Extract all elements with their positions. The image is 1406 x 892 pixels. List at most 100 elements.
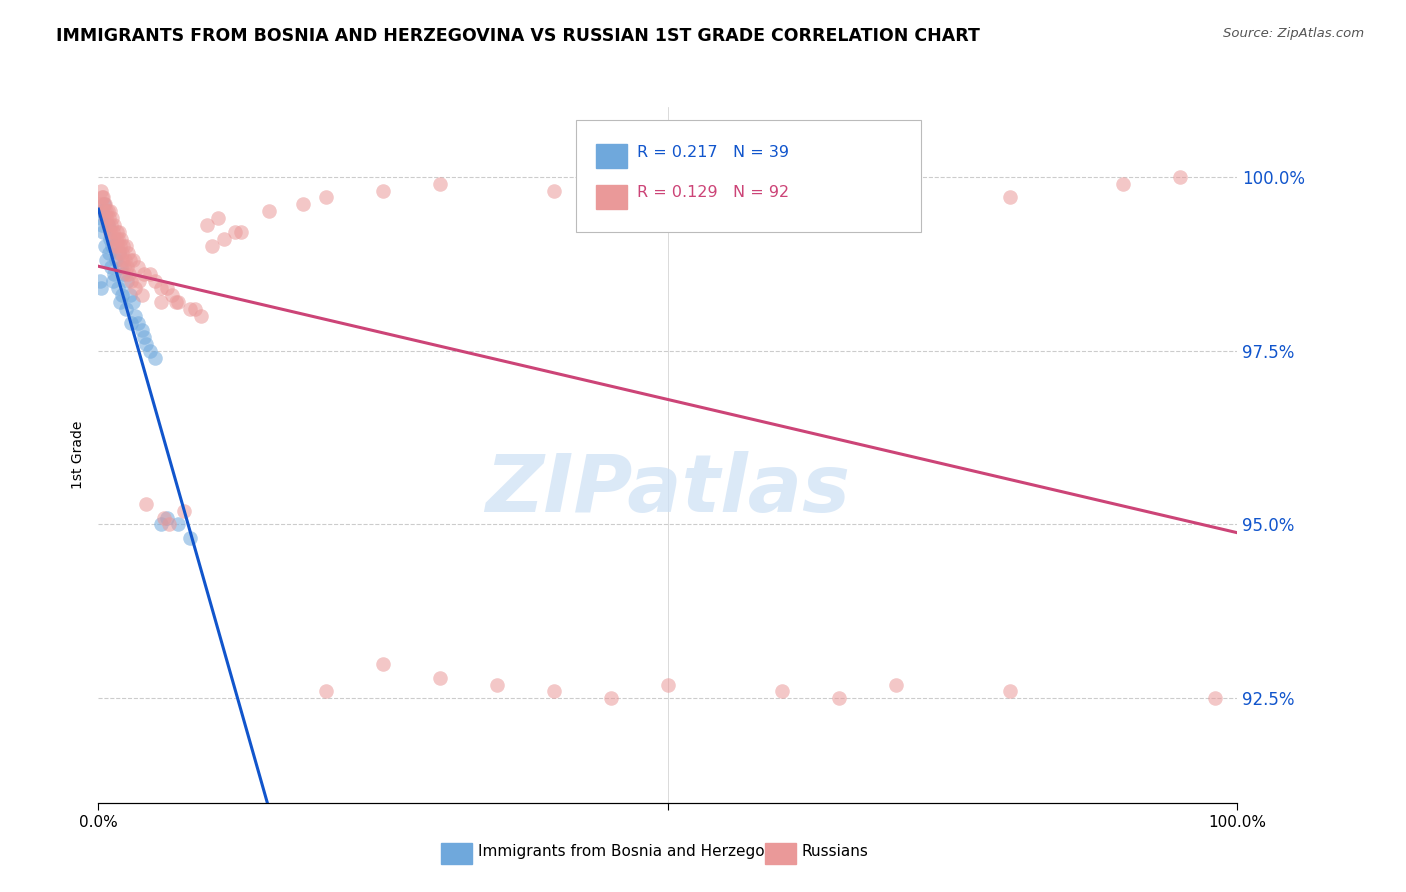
Point	[96, 219, 118, 233]
Point	[105, 225, 128, 239]
Point	[224, 225, 246, 239]
Point	[190, 309, 212, 323]
Point	[259, 204, 281, 219]
Point	[138, 267, 160, 281]
Point	[96, 204, 118, 219]
Text: Russians: Russians	[801, 844, 869, 859]
Point	[103, 274, 125, 288]
Point	[93, 197, 115, 211]
Point	[132, 267, 155, 281]
Point	[124, 281, 146, 295]
Point	[93, 204, 115, 219]
Point	[94, 197, 117, 211]
Point	[131, 288, 153, 302]
Point	[107, 281, 129, 295]
Point	[315, 190, 337, 204]
Point	[1170, 169, 1192, 184]
Point	[91, 190, 114, 204]
Text: ZIPatlas: ZIPatlas	[485, 450, 851, 529]
Point	[150, 517, 173, 532]
Point	[714, 177, 737, 191]
Point	[90, 197, 112, 211]
Point	[100, 260, 122, 274]
Point	[108, 239, 131, 253]
Point	[101, 232, 124, 246]
Point	[167, 294, 190, 309]
Point	[138, 343, 160, 358]
Point	[115, 274, 138, 288]
Point	[100, 219, 122, 233]
Point	[103, 219, 125, 233]
Point	[998, 190, 1021, 204]
Point	[90, 211, 112, 226]
Point	[93, 197, 115, 211]
Point	[115, 267, 138, 281]
Point	[1112, 177, 1135, 191]
Point	[101, 239, 124, 253]
Point	[94, 211, 117, 226]
Point	[103, 225, 125, 239]
Point	[98, 204, 121, 219]
Point	[90, 219, 112, 233]
Point	[165, 294, 187, 309]
Point	[486, 677, 509, 691]
Point	[207, 211, 229, 226]
Point	[117, 246, 139, 260]
Point	[90, 190, 112, 204]
Point	[127, 260, 149, 274]
Point	[135, 497, 157, 511]
Point	[110, 232, 132, 246]
Point	[108, 246, 131, 260]
Point	[121, 253, 143, 268]
Point	[212, 232, 235, 246]
Point	[110, 260, 132, 274]
Point	[145, 274, 167, 288]
Point	[94, 239, 117, 253]
Point	[104, 239, 127, 253]
Text: R = 0.217   N = 39: R = 0.217 N = 39	[637, 145, 789, 160]
Point	[167, 517, 190, 532]
Point	[111, 288, 134, 302]
Point	[100, 225, 122, 239]
Point	[90, 184, 112, 198]
Point	[145, 351, 167, 365]
Point	[229, 225, 252, 239]
Point	[98, 232, 121, 246]
Point	[112, 267, 135, 281]
Point	[201, 239, 224, 253]
Point	[179, 301, 201, 316]
Point	[127, 316, 149, 330]
Point	[371, 657, 394, 671]
Point	[97, 246, 120, 260]
Point	[90, 204, 112, 219]
Point	[114, 253, 136, 268]
Point	[371, 184, 394, 198]
Text: Immigrants from Bosnia and Herzegovina: Immigrants from Bosnia and Herzegovina	[478, 844, 797, 859]
Point	[156, 510, 179, 524]
Point	[131, 323, 153, 337]
Point	[107, 232, 129, 246]
Point	[770, 684, 793, 698]
Point	[105, 239, 128, 253]
Point	[120, 253, 142, 268]
Point	[103, 267, 125, 281]
Point	[120, 274, 142, 288]
Point	[89, 274, 111, 288]
Point	[96, 253, 118, 268]
Point	[111, 246, 134, 260]
Point	[115, 260, 138, 274]
Point	[179, 532, 201, 546]
Point	[128, 274, 150, 288]
Point	[132, 329, 155, 343]
Point	[657, 677, 679, 691]
Point	[114, 239, 136, 253]
Point	[543, 184, 565, 198]
Point	[429, 671, 451, 685]
Point	[153, 510, 176, 524]
Y-axis label: 1st Grade: 1st Grade	[72, 421, 86, 489]
Point	[90, 281, 112, 295]
Point	[91, 225, 114, 239]
Point	[657, 190, 679, 204]
Point	[97, 211, 120, 226]
Point	[828, 691, 851, 706]
